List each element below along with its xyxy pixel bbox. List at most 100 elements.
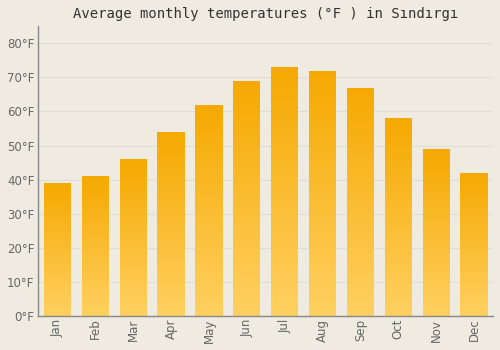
Bar xyxy=(44,223,71,224)
Bar xyxy=(384,188,412,189)
Bar xyxy=(44,219,71,220)
Bar xyxy=(44,252,71,253)
Bar xyxy=(460,254,488,256)
Bar xyxy=(82,179,109,180)
Bar xyxy=(384,278,412,280)
Bar xyxy=(422,197,450,199)
Bar xyxy=(233,307,260,309)
Bar xyxy=(384,292,412,294)
Bar xyxy=(422,289,450,291)
Bar xyxy=(347,254,374,257)
Bar xyxy=(460,247,488,248)
Bar xyxy=(271,124,298,127)
Bar xyxy=(309,152,336,154)
Bar xyxy=(44,276,71,277)
Bar xyxy=(347,124,374,126)
Bar xyxy=(120,197,147,198)
Bar xyxy=(196,183,222,185)
Bar xyxy=(233,281,260,283)
Bar xyxy=(422,301,450,302)
Bar xyxy=(271,239,298,241)
Bar xyxy=(384,211,412,213)
Bar xyxy=(233,274,260,276)
Bar xyxy=(309,309,336,311)
Bar xyxy=(271,70,298,72)
Bar xyxy=(44,245,71,247)
Bar xyxy=(422,249,450,251)
Bar xyxy=(158,176,184,178)
Bar xyxy=(233,259,260,262)
Bar xyxy=(384,189,412,191)
Bar xyxy=(271,82,298,85)
Bar xyxy=(347,172,374,174)
Bar xyxy=(271,154,298,157)
Bar xyxy=(120,300,147,302)
Bar xyxy=(233,189,260,191)
Bar xyxy=(158,152,184,154)
Bar xyxy=(422,269,450,271)
Bar xyxy=(384,193,412,195)
Bar xyxy=(271,219,298,222)
Bar xyxy=(120,184,147,186)
Bar xyxy=(422,298,450,299)
Bar xyxy=(460,204,488,206)
Bar xyxy=(309,272,336,274)
Bar xyxy=(271,254,298,256)
Bar xyxy=(44,191,71,192)
Bar xyxy=(460,189,488,190)
Bar xyxy=(271,144,298,147)
Bar xyxy=(271,152,298,154)
Bar xyxy=(460,293,488,294)
Bar xyxy=(271,117,298,119)
Bar xyxy=(120,178,147,180)
Bar xyxy=(196,267,222,270)
Bar xyxy=(120,238,147,239)
Bar xyxy=(384,284,412,286)
Bar xyxy=(233,130,260,133)
Bar xyxy=(422,259,450,261)
Bar xyxy=(422,217,450,219)
Bar xyxy=(233,92,260,95)
Bar xyxy=(44,267,71,268)
Bar xyxy=(347,111,374,113)
Bar xyxy=(422,294,450,296)
Bar xyxy=(384,245,412,247)
Bar xyxy=(196,172,222,174)
Bar xyxy=(196,153,222,155)
Bar xyxy=(120,275,147,277)
Bar xyxy=(233,278,260,281)
Bar xyxy=(233,250,260,252)
Bar xyxy=(384,223,412,225)
Bar xyxy=(422,186,450,187)
Bar xyxy=(384,186,412,188)
Bar xyxy=(44,233,71,235)
Bar xyxy=(309,90,336,93)
Bar xyxy=(82,183,109,184)
Bar xyxy=(120,167,147,169)
Bar xyxy=(422,247,450,249)
Bar xyxy=(120,175,147,176)
Bar xyxy=(82,315,109,316)
Bar xyxy=(158,220,184,222)
Bar xyxy=(271,226,298,229)
Bar xyxy=(158,305,184,307)
Bar xyxy=(120,245,147,247)
Bar xyxy=(196,215,222,217)
Bar xyxy=(422,237,450,239)
Bar xyxy=(196,265,222,267)
Bar xyxy=(82,176,109,177)
Bar xyxy=(384,168,412,170)
Bar xyxy=(120,192,147,194)
Bar xyxy=(120,269,147,271)
Bar xyxy=(422,266,450,267)
Bar xyxy=(196,238,222,240)
Bar xyxy=(82,232,109,233)
Bar xyxy=(422,274,450,276)
Bar xyxy=(460,299,488,300)
Bar xyxy=(347,304,374,307)
Bar xyxy=(460,233,488,234)
Bar xyxy=(347,129,374,131)
Bar xyxy=(422,254,450,256)
Bar xyxy=(196,181,222,183)
Bar xyxy=(233,245,260,248)
